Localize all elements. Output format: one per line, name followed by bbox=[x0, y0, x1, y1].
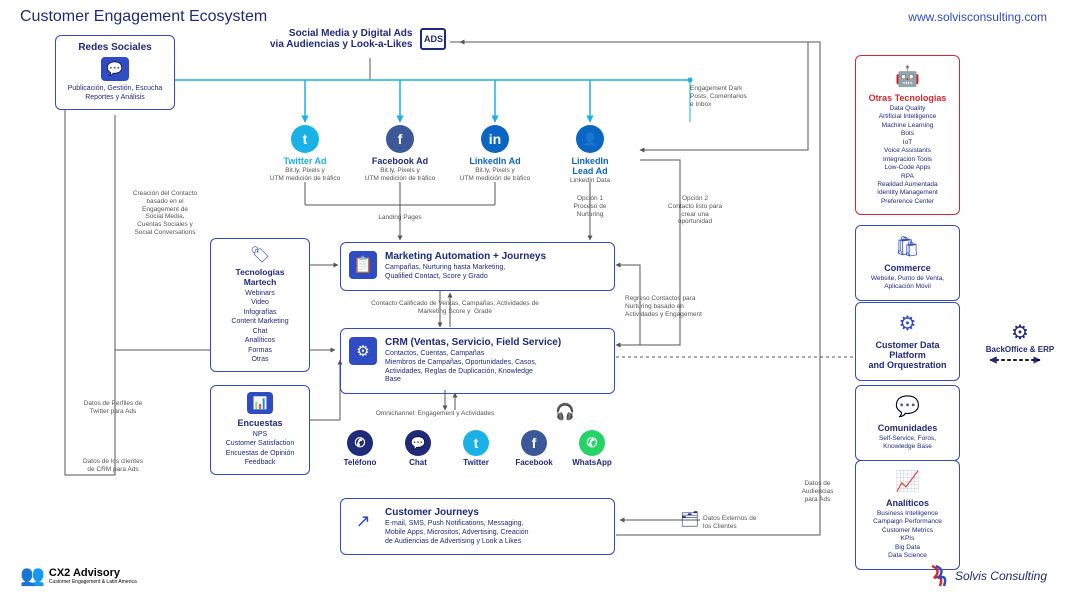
annot-landing: Landing Pages bbox=[370, 214, 430, 222]
linkedin-ad: in LinkedIn Ad Bit.ly, Pixels y UTM medi… bbox=[450, 125, 540, 183]
page-title: Customer Engagement Ecosystem bbox=[20, 8, 267, 26]
twitter-ad: t Twitter Ad Bit.ly, Pixels y UTM medici… bbox=[260, 125, 350, 183]
box-otras-tecnologias: 🤖 Otras Tecnologías Data Quality Artific… bbox=[855, 55, 960, 215]
survey-icon: 📊 bbox=[247, 392, 273, 414]
whatsapp-icon: ✆ bbox=[579, 430, 605, 456]
journey-icon: ↗ bbox=[349, 507, 377, 535]
annot-opcion1: Opción 1 Proceso de Nurturing bbox=[560, 195, 620, 218]
box-analiticos: 📈 Analíticos Business Intelligence Campa… bbox=[855, 460, 960, 570]
crm-icon: ⚙ bbox=[349, 337, 377, 365]
annot-datos-crm: Datos de los clientes de CRM para Ads bbox=[68, 458, 158, 474]
annot-opcion2: Opción 2 Contacto listo para crear una o… bbox=[655, 195, 735, 226]
phone-icon: ✆ bbox=[347, 430, 373, 456]
channel-whatsapp: ✆ WhatsApp bbox=[562, 430, 622, 467]
linkedin-icon: in bbox=[481, 125, 509, 153]
gear-icon: ⚙ bbox=[985, 320, 1055, 345]
linkedin-lead-icon: 👤 bbox=[576, 125, 604, 153]
ads-icon: ADS bbox=[420, 28, 446, 50]
annot-engagement-dark: Engagement Dark Posts, Comentarios e Inb… bbox=[690, 85, 770, 108]
annot-regreso: Regreso Contactos para Nurturing basado … bbox=[625, 295, 725, 318]
chat-icon: 💬 bbox=[107, 61, 123, 77]
annot-omni: Omnichannel: Engagement y Actividades bbox=[345, 410, 525, 418]
community-icon: 💬 bbox=[862, 394, 953, 419]
commerce-icon: 🛍 bbox=[862, 234, 953, 259]
social-digital-ads-heading: Social Media y Digital Ads via Audiencia… bbox=[270, 28, 446, 50]
twitter-icon: t bbox=[291, 125, 319, 153]
solvis-logo: Solvis Consulting bbox=[928, 564, 1047, 588]
tag-icon: 🏷 bbox=[219, 245, 301, 265]
annot-creacion-contacto: Creación del Contacto basado en el Engag… bbox=[120, 190, 210, 237]
box-encuestas: 📊 Encuestas NPS Customer Satisfaction En… bbox=[210, 385, 310, 475]
annot-datos-externos: Datos Externos de los Clientes bbox=[703, 515, 783, 531]
box-comunidades: 💬 Comunidades Self-Service, Foros, Knowl… bbox=[855, 385, 960, 461]
annot-datos-twitter: Datos de Perfiles de Twitter para Ads bbox=[68, 400, 158, 416]
cx2-advisory-logo: 👥 CX2 Advisory Customer Engagement & Lat… bbox=[20, 563, 137, 588]
box-redes-sociales: Redes Sociales 💬 Publicación, Gestión, E… bbox=[55, 35, 175, 110]
channel-twitter: t Twitter bbox=[446, 430, 506, 467]
channel-chat: 💬 Chat bbox=[388, 430, 448, 467]
analytics-icon: 📈 bbox=[862, 469, 953, 494]
box-cdp: ⚙ Customer Data Platform and Orquestrati… bbox=[855, 302, 960, 381]
box-martech: 🏷 Tecnologías Martech Webinars Video Inf… bbox=[210, 238, 310, 372]
headset-icon: 🎧 bbox=[555, 402, 577, 424]
facebook-channel-icon: f bbox=[521, 430, 547, 456]
channel-telefono: ✆ Teléfono bbox=[330, 430, 390, 467]
annot-datos-audiencias: Datos de Audiencias para Ads bbox=[790, 480, 845, 503]
box-crm: ⚙ CRM (Ventas, Servicio, Field Service) … bbox=[340, 328, 615, 394]
box-marketing-automation: 📋 Marketing Automation + Journeys Campañ… bbox=[340, 242, 615, 291]
annot-contacto-calificado: Contacto Calificado de Ventas, Campañas,… bbox=[340, 300, 570, 316]
box-customer-journeys: ↗ Customer Journeys E-mail, SMS, Push No… bbox=[340, 498, 615, 555]
box-commerce: 🛍 Commerce Website, Punto de Venta, Apli… bbox=[855, 225, 960, 301]
search-data-icon: 🗂 bbox=[680, 510, 699, 528]
site-url[interactable]: www.solvisconsulting.com bbox=[908, 10, 1047, 24]
robot-icon: 🤖 bbox=[862, 64, 953, 89]
facebook-icon: f bbox=[386, 125, 414, 153]
channel-facebook: f Facebook bbox=[504, 430, 564, 467]
facebook-ad: f Facebook Ad Bit.ly, Pixels y UTM medic… bbox=[355, 125, 445, 183]
cdp-icon: ⚙ bbox=[862, 311, 953, 336]
linkedin-lead-ad: 👤 LinkedIn Lead Ad LinkedIn Data bbox=[545, 125, 635, 185]
backoffice-erp: ⚙ BackOffice & ERP bbox=[985, 320, 1055, 354]
ma-icon: 📋 bbox=[349, 251, 377, 279]
twitter-channel-icon: t bbox=[463, 430, 489, 456]
chat-channel-icon: 💬 bbox=[405, 430, 431, 456]
